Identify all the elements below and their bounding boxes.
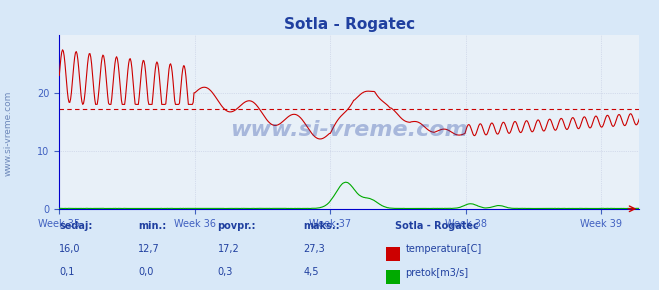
Text: www.si-vreme.com: www.si-vreme.com [231, 121, 468, 140]
Text: 17,2: 17,2 [217, 244, 239, 254]
Text: 12,7: 12,7 [138, 244, 160, 254]
Text: www.si-vreme.com: www.si-vreme.com [3, 91, 13, 176]
Text: povpr.:: povpr.: [217, 221, 256, 231]
Text: 16,0: 16,0 [59, 244, 81, 254]
Text: 0,0: 0,0 [138, 267, 154, 278]
Text: maks.:: maks.: [303, 221, 340, 231]
Text: 0,3: 0,3 [217, 267, 233, 278]
Title: Sotla - Rogatec: Sotla - Rogatec [284, 17, 415, 32]
Text: 4,5: 4,5 [303, 267, 319, 278]
Text: min.:: min.: [138, 221, 167, 231]
Text: Sotla - Rogatec: Sotla - Rogatec [395, 221, 479, 231]
Text: pretok[m3/s]: pretok[m3/s] [405, 267, 469, 278]
Text: sedaj:: sedaj: [59, 221, 93, 231]
Text: 0,1: 0,1 [59, 267, 74, 278]
Text: temperatura[C]: temperatura[C] [405, 244, 482, 254]
Text: 27,3: 27,3 [303, 244, 325, 254]
